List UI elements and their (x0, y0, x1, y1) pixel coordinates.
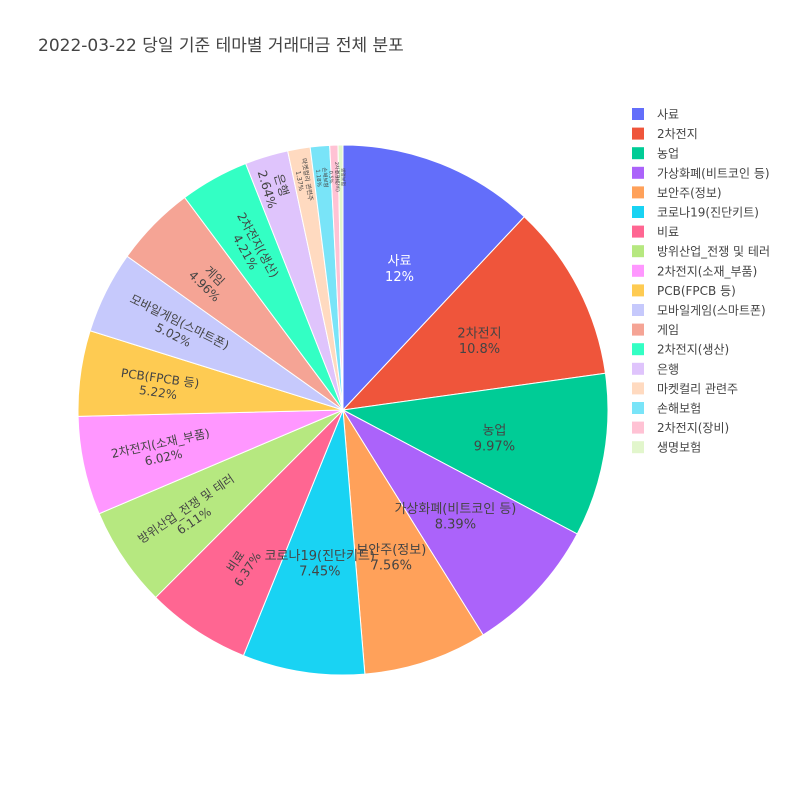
legend-label: 비료 (657, 225, 679, 239)
legend-swatch (632, 225, 644, 238)
legend-label: 보안주(정보) (657, 186, 722, 200)
slice-label-percent: 8.39% (435, 518, 476, 533)
legend-label: 코로나19(진단키트) (657, 206, 759, 220)
slice-label-2차전지-장비: 2차전지(장비)0.5% (327, 162, 341, 192)
legend-swatch (632, 402, 644, 414)
slice-label-name: 손해보험 (321, 167, 331, 188)
legend-item-마켓컬리-관련주[interactable]: 마켓컬리 관련주 (632, 382, 738, 396)
legend-label: 2차전지(장비) (657, 421, 729, 435)
slice-label-코로나19-진단키트: 코로나19(진단키트)7.45% (265, 549, 375, 580)
slice-label-name: 가상화폐(비트코인 등) (394, 502, 516, 517)
legend-swatch (632, 108, 644, 120)
legend-swatch (632, 245, 644, 258)
pie-slice-보안주-정보[interactable] (342, 409, 484, 675)
legend-item-생명보험[interactable]: 생명보험 (632, 441, 701, 455)
legend-item-코로나19-진단키트[interactable]: 코로나19(진단키트) (632, 206, 759, 220)
slice-label-percent: 1.18% (314, 169, 322, 187)
legend-swatch (632, 382, 644, 395)
slice-label-percent: 7.45% (299, 565, 340, 580)
slice-label-name: 사료 (388, 254, 412, 269)
legend-item-손해보험[interactable]: 손해보험 (632, 402, 701, 416)
legend-item-농업[interactable]: 농업 (632, 147, 679, 161)
pie-slice-생명보험[interactable] (337, 144, 344, 411)
slice-label-name: 보안주(정보) (356, 543, 426, 558)
legend-swatch (632, 323, 644, 336)
legend-swatch (632, 166, 644, 179)
pie-slice-사료[interactable] (342, 144, 526, 412)
legend-label: 가상화폐(비트코인 등) (657, 166, 770, 180)
legend-item-방위산업-전쟁-및-테러[interactable]: 방위산업_전쟁 및 테러 (632, 245, 770, 259)
legend-swatch (632, 206, 644, 218)
pie-slice-2차전지[interactable] (341, 216, 607, 411)
legend-swatch (632, 284, 644, 297)
legend-item-모바일게임-스마트폰[interactable]: 모바일게임(스마트폰) (632, 304, 766, 318)
legend-label: 마켓컬리 관련주 (657, 382, 738, 396)
pie-slice-가상화폐-비트코인-등[interactable] (341, 408, 578, 636)
slice-label-name: 은행 (271, 172, 292, 198)
legend-swatch (632, 264, 644, 277)
slice-label-percent: 0.5% (327, 171, 333, 184)
slice-label-보안주-정보: 보안주(정보)7.56% (356, 543, 426, 574)
slice-label-percent: 10.8% (459, 342, 500, 357)
slice-label-name: 2차전지 (457, 326, 501, 341)
legend-item-2차전지-장비[interactable]: 2차전지(장비) (632, 421, 729, 435)
slice-label-가상화폐-비트코인-등: 가상화폐(비트코인 등)8.39% (394, 502, 516, 533)
legend-swatch (632, 421, 644, 434)
pie-slice-코로나19-진단키트[interactable] (242, 409, 366, 676)
slice-label-percent: 12% (385, 270, 414, 285)
legend-item-2차전지-소재-부품[interactable]: 2차전지(소재_부품) (632, 264, 757, 278)
legend-label: 2차전지 (657, 127, 698, 141)
slice-label-percent: 9.97% (474, 439, 515, 454)
slice-label-name: 생명보험 (340, 168, 347, 186)
legend-item-2차전지[interactable]: 2차전지 (632, 127, 698, 141)
legend-label: 은행 (657, 361, 679, 376)
pie-slice-농업[interactable] (341, 372, 609, 535)
legend-item-비료[interactable]: 비료 (632, 225, 679, 239)
slice-label-percent: 1.37% (294, 170, 305, 191)
legend-swatch (632, 304, 644, 316)
legend-item-게임[interactable]: 게임 (632, 323, 679, 337)
slice-label-percent: 7.56% (371, 559, 412, 574)
legend-label: 생명보험 (657, 441, 701, 455)
pie-slices (77, 144, 609, 676)
legend-swatch (632, 186, 644, 199)
legend-label: 모바일게임(스마트폰) (657, 304, 766, 318)
legend-label: 농업 (657, 147, 679, 161)
slice-label-name: 코로나19(진단키트) (265, 549, 375, 564)
legend-item-사료[interactable]: 사료 (632, 108, 679, 122)
chart-title: 2022-03-22 당일 기준 테마별 거래대금 전체 분포 (38, 36, 404, 56)
legend-item-보안주-정보[interactable]: 보안주(정보) (632, 186, 722, 200)
legend-label: 사료 (657, 108, 679, 122)
legend-label: 방위산업_전쟁 및 테러 (657, 245, 770, 259)
legend-item-pcb-fpcb-등[interactable]: PCB(FPCB 등) (632, 284, 736, 298)
legend-item-가상화폐-비트코인-등[interactable]: 가상화폐(비트코인 등) (632, 166, 770, 180)
legend-label: 게임 (657, 323, 679, 337)
slice-label-name: 농업 (482, 424, 506, 439)
legend-swatch (632, 441, 644, 454)
legend-item-은행[interactable]: 은행 (632, 361, 679, 376)
slice-label-percent: 5.22% (138, 383, 178, 402)
slice-label-percent: 0.3% (333, 170, 339, 183)
slice-label-농업: 농업9.97% (474, 424, 515, 455)
legend-label: 2차전지(생산) (657, 343, 729, 357)
legend-label: PCB(FPCB 등) (657, 284, 736, 298)
legend-swatch (632, 127, 644, 140)
slice-label-name: 2차전지(장비) (333, 162, 341, 192)
legend-label: 2차전지(소재_부품) (657, 264, 757, 278)
legend-item-2차전지-생산[interactable]: 2차전지(생산) (632, 343, 729, 357)
legend-swatch (632, 343, 644, 356)
legend-swatch (632, 362, 644, 375)
legend-swatch (632, 147, 644, 160)
legend-label: 손해보험 (657, 402, 701, 416)
